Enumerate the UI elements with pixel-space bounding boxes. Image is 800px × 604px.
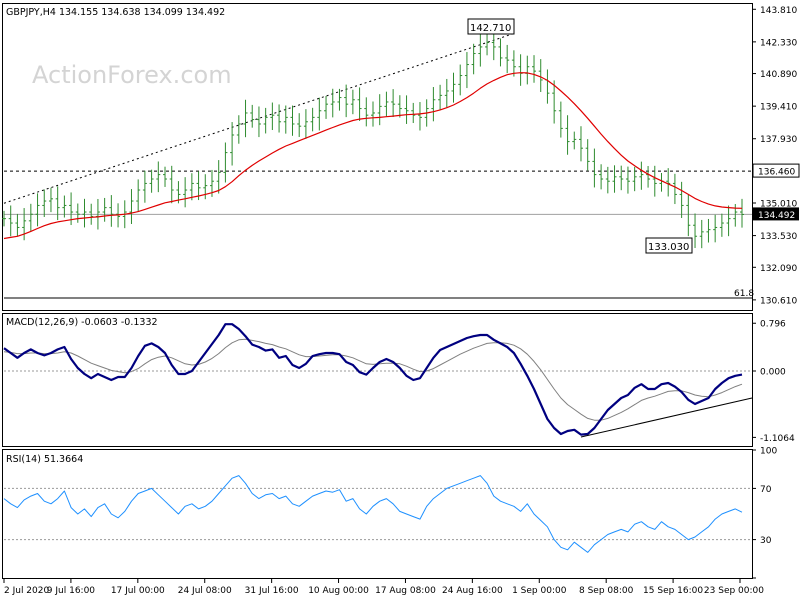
price-tick-label: 135.010 [760,200,797,210]
high-annotation-box [467,18,515,35]
macd-line [3,323,743,436]
rsi-tick-label: 100 [760,447,777,457]
x-tick-label: 9 Jul 16:00 [47,586,96,596]
x-tick-label: 1 Sep 00:00 [512,586,567,596]
rsi-panel-title: RSI(14) 51.3664 [6,454,83,465]
price-panel-title: GBPJPY,H4 134.155 134.638 134.099 134.49… [6,7,225,18]
x-tick-label: 10 Aug 00:00 [308,586,369,596]
price-panel-frame [2,3,753,311]
macd-tick-label: 0.000 [760,368,786,378]
rsi-panel-frame [2,449,753,579]
current-price-box [753,207,799,221]
x-tick-label: 17 Jul 00:00 [111,586,165,596]
price-tick-label: 143.810 [760,6,797,16]
macd-tick-label: 0.796 [760,320,786,330]
price-tick-label: 137.930 [760,135,797,145]
rsi-tick-label: 30 [760,536,772,546]
fib-level-label: 61.8 [734,289,754,299]
x-tick-label: 23 Sep 00:00 [704,586,764,596]
price-tick-label: 142.330 [760,38,797,48]
rsi-layer [3,475,752,553]
level-label-box [752,163,800,178]
high-annotation: 142.710 [470,23,511,34]
low-annotation-box [645,237,693,254]
x-tick-label: 31 Jul 16:00 [245,586,299,596]
level-label: 136.460 [758,168,795,178]
x-tick-label: 17 Aug 08:00 [375,586,436,596]
price-tick-label: 133.530 [760,232,797,242]
x-tick-label: 24 Jul 08:00 [178,586,232,596]
macd-panel-frame [2,313,753,447]
x-tick-label: 8 Sep 08:00 [579,586,634,596]
macd-panel-title: MACD(12,26,9) -0.0603 -0.1332 [6,317,158,328]
price-tick-label: 130.610 [760,296,797,306]
x-tick-label: 2 Jul 2020 [4,586,49,596]
axis-layer: 143.810 142.330 140.890 139.410 137.930 135.0… [3,6,800,596]
price-layer: 142.710 133.030 [2,18,752,299]
low-annotation: 133.030 [648,242,689,253]
rsi-tick-label: 70 [760,485,772,495]
moving-average-line [3,72,743,240]
watermark: ActionForex.com [32,61,232,89]
macd-layer [3,323,753,438]
price-tick-label: 132.090 [760,264,797,274]
current-price-label: 134.492 [758,211,795,221]
x-tick-label: 15 Sep 16:00 [643,586,703,596]
price-tick-label: 139.410 [760,103,797,113]
macd-trendline [580,397,753,438]
x-tick-label: 24 Aug 16:00 [442,586,503,596]
price-tick-label: 140.890 [760,70,797,80]
macd-tick-label: -1.1064 [760,434,795,444]
rsi-line [3,475,743,553]
